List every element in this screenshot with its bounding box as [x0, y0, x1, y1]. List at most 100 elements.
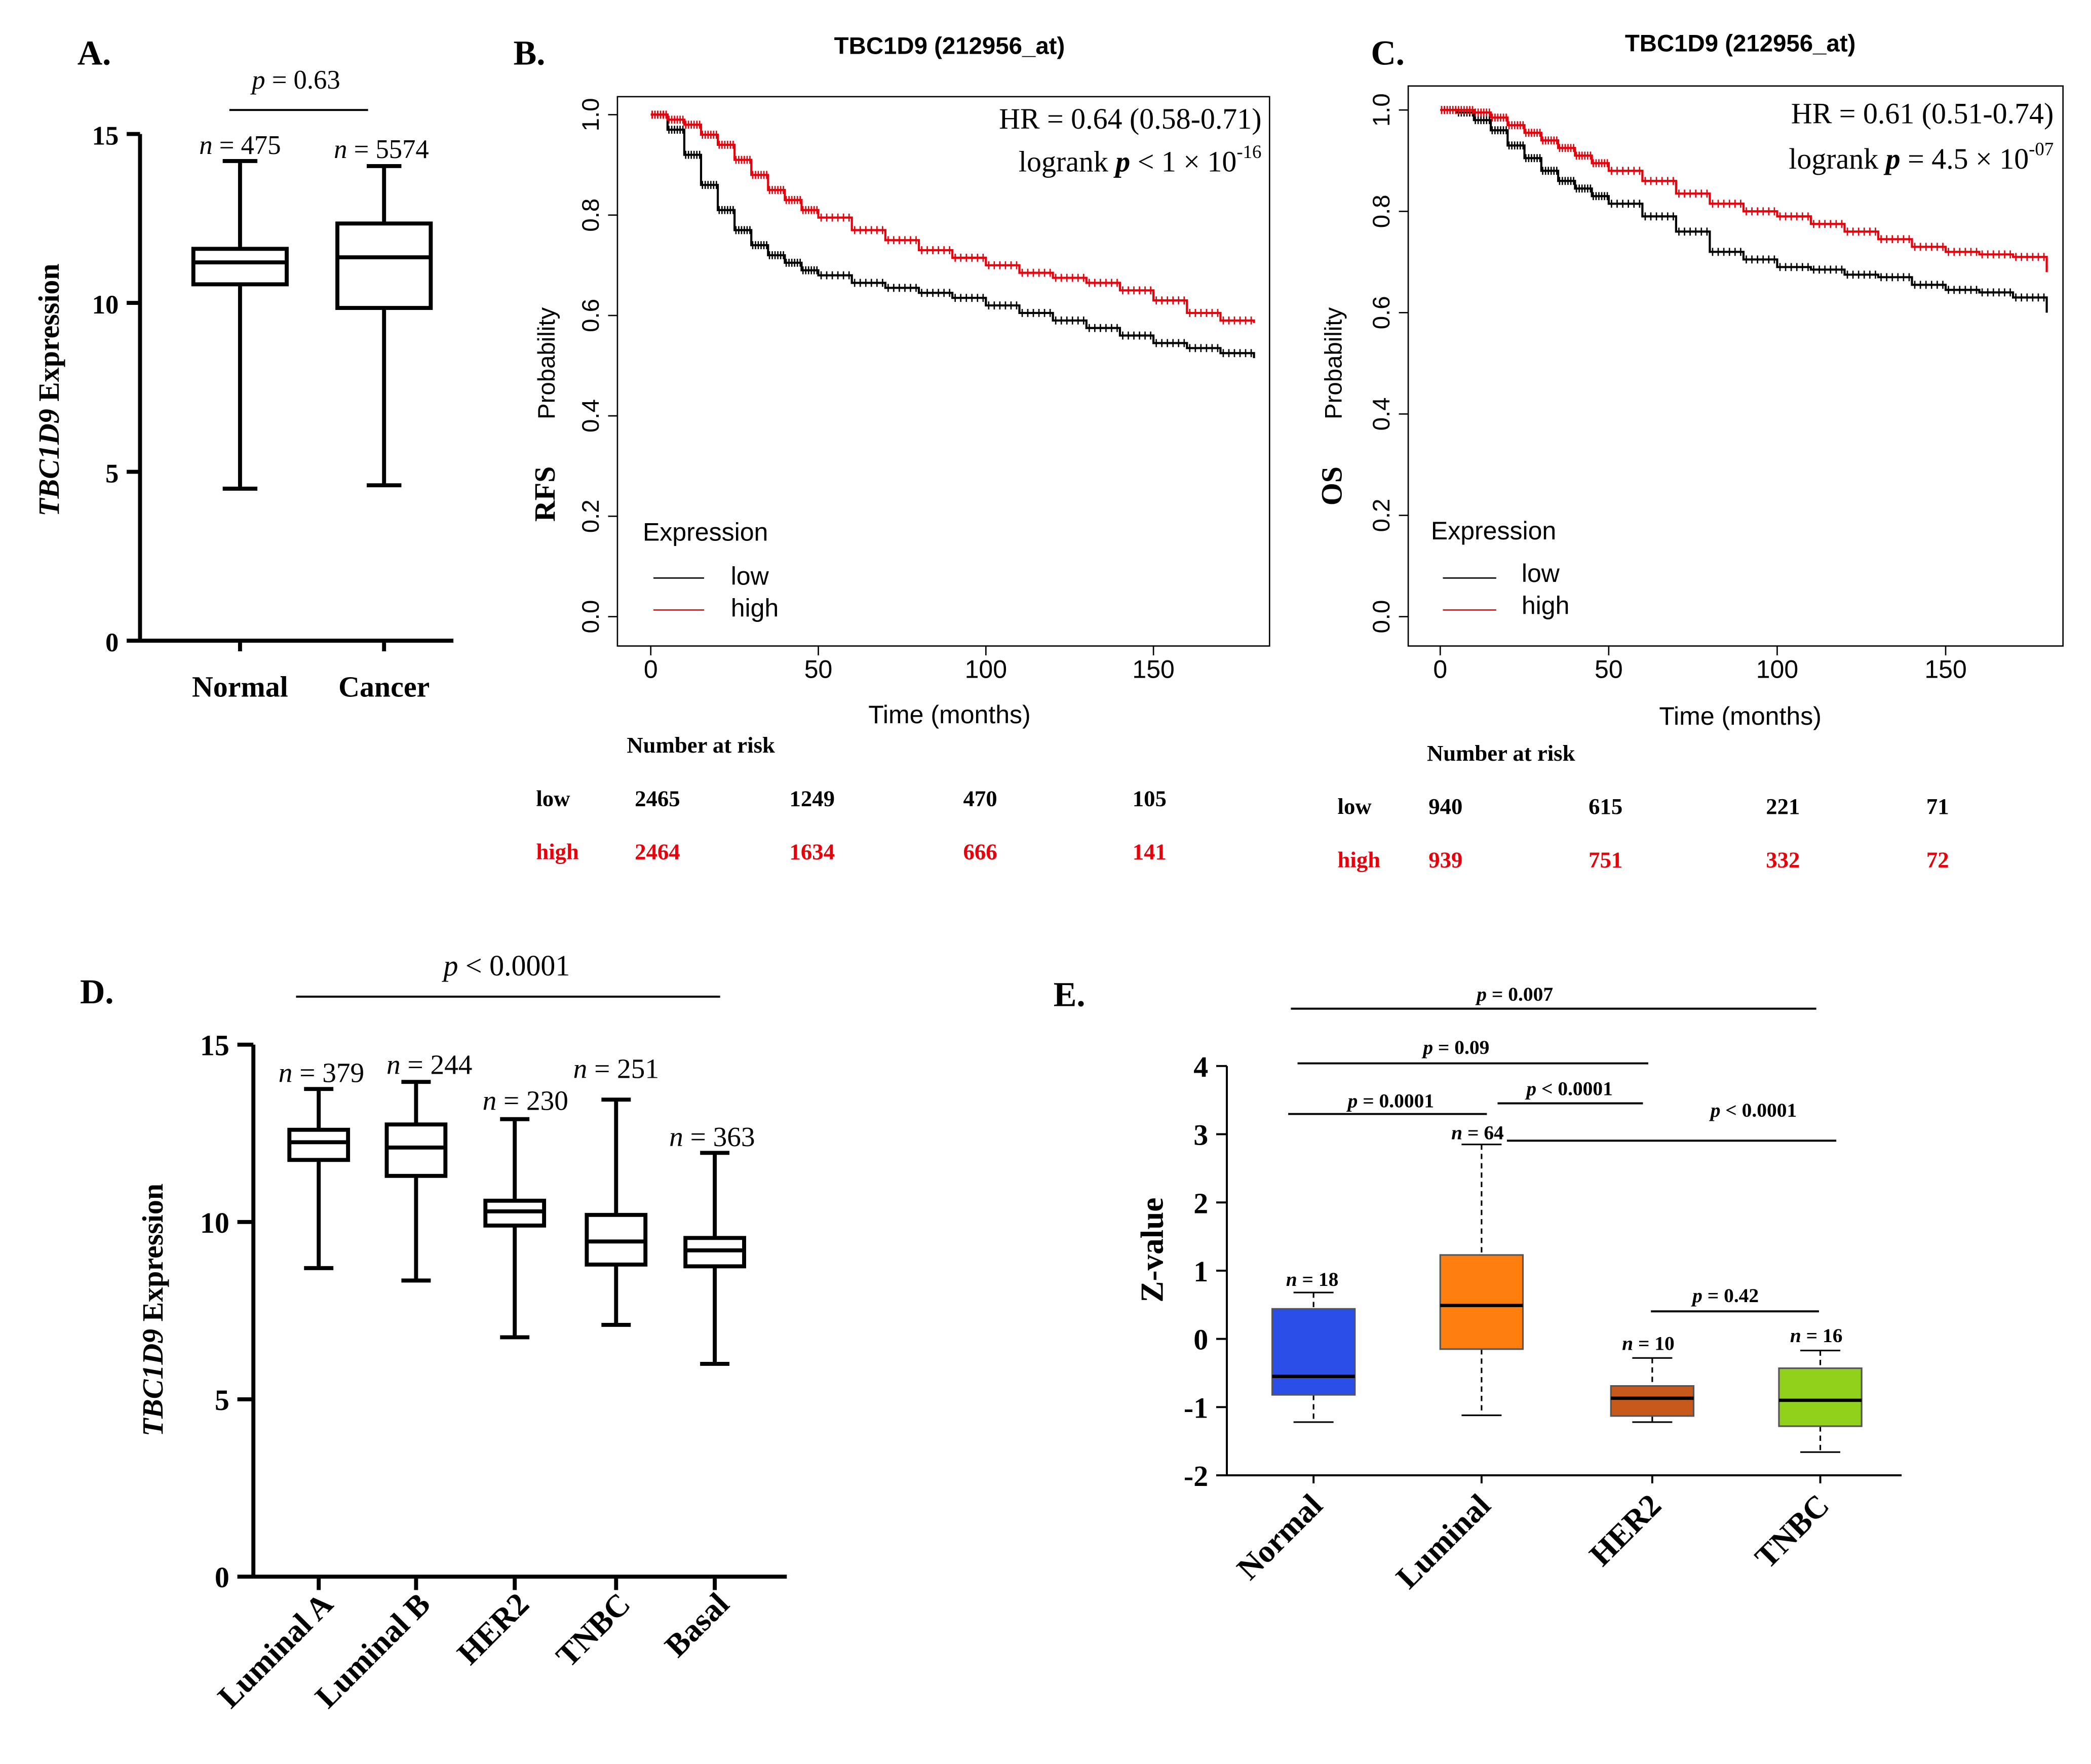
panel-b-legend-low: low — [731, 562, 769, 590]
panel-d-n-var: n — [483, 1085, 497, 1116]
panel-b-legend: Expression low high — [643, 518, 779, 622]
panel-e-n-var: n — [1622, 1332, 1633, 1355]
panel-c-legend-low: low — [1522, 559, 1560, 587]
panel-a-y-axis: 0 5 10 15 Normal Cancer — [92, 122, 454, 703]
panel-c-logrank-text: logrank p = 4.5 × 10-07 — [1789, 139, 2054, 175]
panel-d-n-value: = 251 — [587, 1053, 659, 1084]
panel-a-y-tick-label: 0 — [105, 628, 119, 657]
panel-d-box — [287, 1127, 351, 1162]
panel-e-comparison-value: < 0.0001 — [1536, 1078, 1613, 1100]
panel-e-y-tick-label: -1 — [1184, 1391, 1208, 1424]
panel-c-curve-high — [1440, 109, 2048, 272]
panel-a-n-value: = 5574 — [347, 135, 429, 164]
panel-e-y-axis-title: Z-value — [1135, 1198, 1170, 1303]
panel-c-title: TBC1D9 (212956_at) — [1625, 30, 1856, 57]
panel-e-x-tick-label: Luminal — [1389, 1487, 1497, 1595]
panel-e-n-var: n — [1451, 1122, 1462, 1144]
panel-b-y-tick-label: 0.0 — [577, 600, 604, 634]
panel-c-legend: Expression low high — [1431, 517, 1570, 619]
panel-b-legend-high: high — [731, 594, 779, 622]
panel-d-n-label: n = 363 — [669, 1121, 755, 1152]
panel-e-label: E. — [1054, 975, 1086, 1013]
panel-b-x-tick-label: 150 — [1132, 655, 1174, 684]
panel-e-comparison-label: p = 0.42 — [1691, 1284, 1759, 1307]
panel-a-n-var: n — [334, 135, 347, 164]
panel-c-risk-high-value: 751 — [1589, 847, 1622, 873]
panel-e-n-label: n = 64 — [1451, 1122, 1504, 1144]
panel-b-x-tick-label: 100 — [965, 655, 1007, 684]
panel-e-n-value: = 16 — [1801, 1324, 1843, 1347]
panel-e-box — [1439, 1254, 1524, 1350]
panel-e-y-tick-label: 1 — [1193, 1255, 1208, 1288]
panel-c-y-tick-label: 0.4 — [1368, 398, 1395, 431]
panel-c-y-axis-title: Probability — [1320, 307, 1347, 419]
panel-b-y-tick-label: 0.6 — [577, 299, 604, 332]
panel-e-comparison-var: p — [1346, 1089, 1358, 1112]
panel-e-n-label: n = 18 — [1286, 1268, 1339, 1290]
panel-b-x-axis-title: Time (months) — [868, 700, 1031, 729]
panel-a-n-label: n = 475 — [199, 131, 281, 160]
panel-e-comparison-value: < 0.0001 — [1720, 1099, 1797, 1121]
panel-e-comparison-label: p = 0.007 — [1475, 983, 1553, 1005]
panel-e-comparison-value: = 0.0001 — [1358, 1089, 1434, 1112]
panel-a-y-tick-label: 15 — [92, 122, 119, 151]
panel-a-label: A. — [78, 34, 111, 72]
panel-d-n-value: = 244 — [401, 1049, 473, 1080]
panel-b-risk-title: Number at risk — [627, 732, 775, 758]
panel-c-risk-high-value: 332 — [1766, 847, 1800, 873]
panel-c-risk-title: Number at risk — [1427, 740, 1575, 766]
panel-e-comparison-var: p — [1691, 1284, 1702, 1307]
panel-c-x-tick-label: 150 — [1924, 655, 1966, 684]
panel-b-risk-low-value: 470 — [963, 786, 997, 811]
panel-e-n-value: = 18 — [1297, 1268, 1339, 1290]
panel-c-legend-title: Expression — [1431, 517, 1556, 545]
panel-d-n-label: n = 244 — [386, 1049, 472, 1080]
panel-c-risk-values: 940 939 615 751 221 332 71 72 — [1428, 794, 1949, 872]
panel-b-risk-high-value: 1634 — [790, 839, 835, 865]
panel-a-y-axis-title: TBC1D9 Expression — [32, 263, 65, 516]
panel-e-comparison-var: p — [1709, 1099, 1721, 1121]
panel-e-comparison-label: p < 0.0001 — [1709, 1099, 1797, 1121]
panel-d-significance: p < 0.0001 — [296, 949, 720, 998]
panel-b-axes: 0.0 0.2 0.4 0.6 0.8 1.0 0 50 100 150 — [577, 98, 1175, 683]
panel-d-n-label: n = 230 — [483, 1085, 568, 1116]
panel-d-n-label: n = 251 — [573, 1053, 659, 1084]
panel-e-y-tick-label: 3 — [1193, 1119, 1208, 1152]
panel-e-comparison-label: p < 0.0001 — [1525, 1078, 1613, 1100]
panel-e-comparison-var: p — [1525, 1078, 1536, 1100]
panel-c-y-tick-label: 1.0 — [1368, 93, 1395, 127]
panel-b-risk-table: Number at risk low high 2465 2464 1249 1634… — [536, 732, 1167, 865]
panel-c-x-tick-label: 50 — [1595, 655, 1623, 684]
panel-e-x-tick-label: TNBC — [1748, 1487, 1836, 1576]
panel-b-label: B. — [514, 34, 546, 72]
panel-d-n-value: = 363 — [683, 1121, 755, 1152]
panel-e-boxes: n = 18n = 64n = 10 n = 16 — [1271, 1122, 1863, 1453]
panel-c-x-tick-label: 100 — [1756, 655, 1798, 684]
panel-a-significance: p = 0.63 — [229, 65, 368, 111]
panel-b-risk-high-value: 141 — [1133, 839, 1167, 865]
panel-d-n-var: n — [386, 1049, 401, 1080]
panel-c: C. TBC1D9 (212956_at) 0.0 0.2 0.4 0.6 0.8 1.0… — [1315, 30, 2064, 873]
panel-b-risk-values: 2465 2464 1249 1634 470 666 105 141 — [635, 786, 1167, 864]
panel-d-label: D. — [80, 972, 114, 1011]
panel-b-risk-high-label: high — [536, 839, 579, 865]
panel-e-x-tick-label: Normal — [1230, 1487, 1329, 1587]
panel-b-curves — [650, 110, 1255, 359]
panel-d-p-value: p < 0.0001 — [442, 949, 570, 982]
panel-a-boxes: n = 475 n = 5574 — [191, 131, 433, 491]
panel-b-risk-high-value: 2464 — [635, 839, 680, 865]
panel-b-legend-title: Expression — [643, 518, 768, 546]
panel-c-curve-low — [1440, 109, 2048, 313]
panel-e-comparison-label: p = 0.09 — [1421, 1036, 1489, 1059]
panel-d-n-var: n — [573, 1053, 588, 1084]
panel-c-risk-low-label: low — [1338, 794, 1372, 819]
panel-a-x-tick-label: Normal — [192, 671, 288, 703]
panel-e-comparison-var: p — [1421, 1036, 1433, 1059]
panel-a-y-tick-label: 10 — [92, 290, 119, 320]
panel-d-x-tick-label: Basal — [658, 1586, 736, 1664]
panel-d-y-axis-title: TBC1D9 Expression — [136, 1184, 169, 1436]
panel-b-plot-frame — [616, 96, 1270, 647]
panel-a-box — [191, 247, 289, 287]
